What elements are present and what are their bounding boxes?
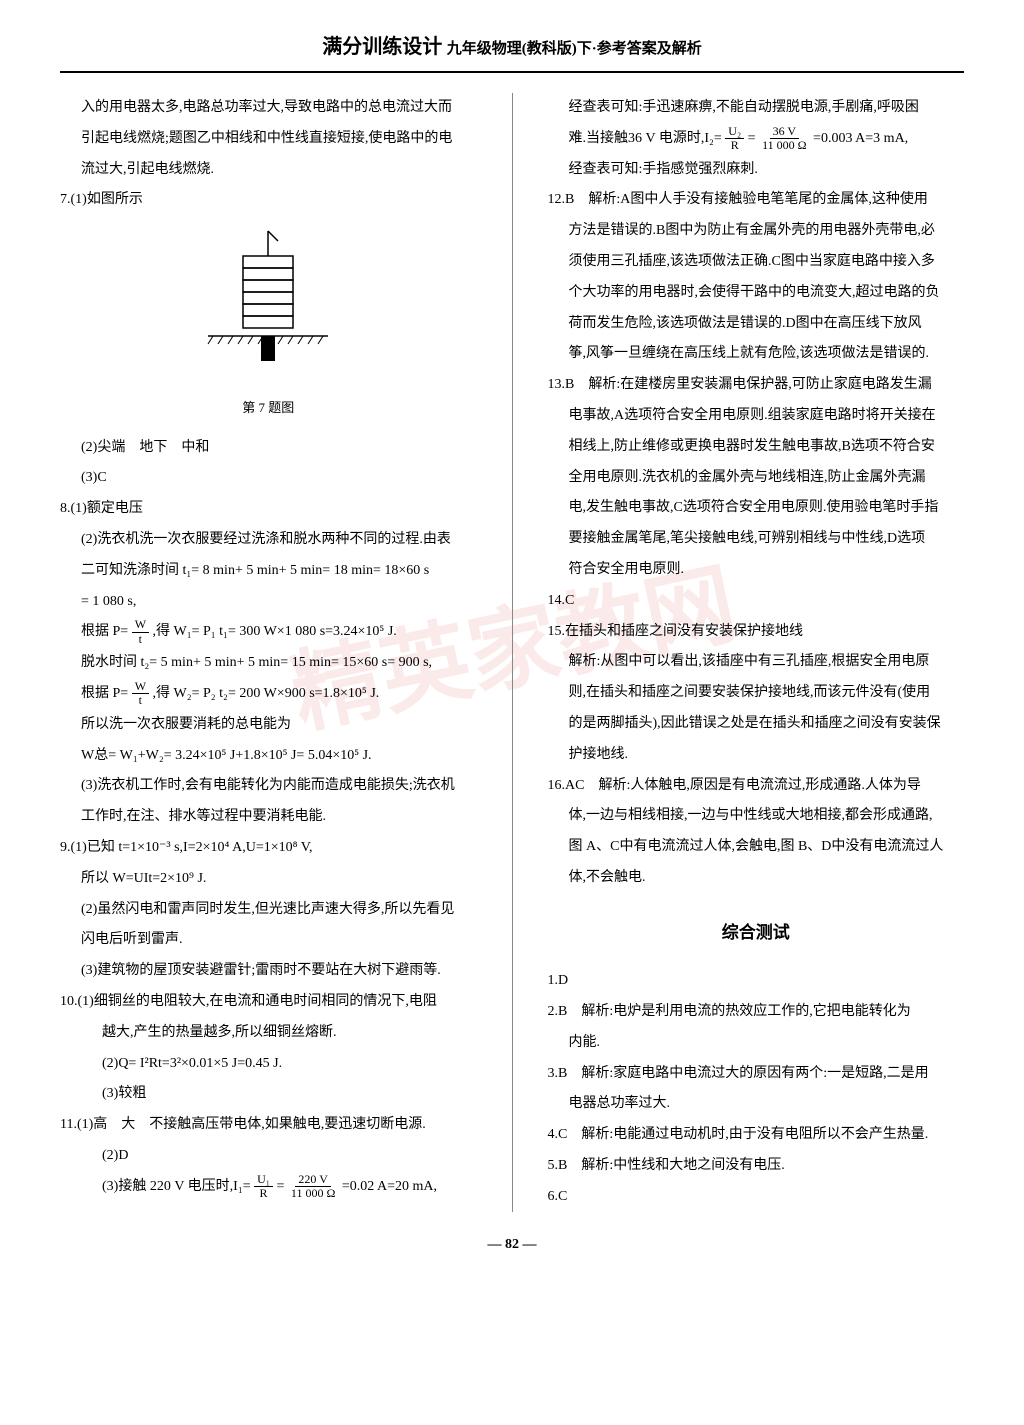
text-line: (2)虽然闪电和雷声同时发生,但光速比声速大得多,所以先看见 bbox=[81, 895, 477, 926]
text-line: 护接地线. bbox=[569, 740, 965, 771]
text-line: 入的用电器太多,电路总功率过大,导致电路中的总电流过大而 bbox=[81, 93, 477, 124]
text-line: = 1 080 s, bbox=[81, 587, 477, 618]
text-line: 解析:从图中可以看出,该插座中有三孔插座,根据安全用电原 bbox=[569, 647, 965, 678]
text-line: (2)D bbox=[102, 1141, 477, 1172]
fraction: U₁R bbox=[254, 1173, 273, 1200]
text-span: ,得 W₂= P₂ t₂= 200 W×900 s=1.8×10⁵ J. bbox=[153, 686, 380, 701]
formula-line: 根据 P= Wt ,得 W₁= P₁ t₁= 300 W×1 080 s=3.2… bbox=[81, 617, 477, 648]
figure-7: 第 7 题图 bbox=[60, 226, 477, 422]
text-line: 二可知洗涤时间 t₁= 8 min+ 5 min+ 5 min= 18 min=… bbox=[81, 556, 477, 587]
text-span: (3)接触 220 V 电压时,I₁= bbox=[102, 1179, 251, 1194]
text-span: =0.003 A=3 mA, bbox=[813, 131, 908, 146]
text-line: 的是两脚插头),因此错误之处是在插头和插座之间没有安装保 bbox=[569, 709, 965, 740]
text-line: 要接触金属笔尾,笔尖接触电线,可辨别相线与中性线,D选项 bbox=[569, 524, 965, 555]
text-span: =0.02 A=20 mA, bbox=[342, 1179, 437, 1194]
text-line: (2)洗衣机洗一次衣服要经过洗涤和脱水两种不同的过程.由表 bbox=[81, 525, 477, 556]
fraction: U₂R bbox=[725, 125, 744, 152]
text-line: 个大功率的用电器时,会使得干路中的电流变大,超过电路的负 bbox=[569, 278, 965, 309]
text-line: 电器总功率过大. bbox=[569, 1089, 965, 1120]
text-line: 经查表可知:手指感觉强烈麻刺. bbox=[569, 155, 965, 186]
text-span: 根据 P= bbox=[81, 624, 128, 639]
text-line: 则,在插头和插座之间要安装保护接地线,而该元件没有(使用 bbox=[569, 678, 965, 709]
text-line: (3)较粗 bbox=[102, 1079, 477, 1110]
section-title: 综合测试 bbox=[548, 914, 965, 951]
formula-line: 根据 P= Wt ,得 W₂= P₂ t₂= 200 W×900 s=1.8×1… bbox=[81, 679, 477, 710]
text-line: 图 A、C中有电流流过人体,会触电,图 B、D中没有电流流过人 bbox=[569, 832, 965, 863]
fraction: Wt bbox=[132, 680, 149, 707]
text-span: 难.当接触36 V 电源时,I₂= bbox=[569, 131, 722, 146]
text-line: 7.(1)如图所示 bbox=[60, 185, 477, 216]
page-header: 满分训练设计 九年级物理(教科版)下·参考答案及解析 bbox=[60, 30, 964, 73]
text-line: 内能. bbox=[569, 1028, 965, 1059]
text-line: (3)建筑物的屋顶安装避雷针;雷雨时不要站在大树下避雨等. bbox=[81, 956, 477, 987]
text-line: 流过大,引起电线燃烧. bbox=[81, 155, 477, 186]
text-line: 16.AC 解析:人体触电,原因是有电流流过,形成通路.人体为导 bbox=[548, 771, 965, 802]
text-line: 电事故,A选项符合安全用电原则.组装家庭电路时将开关接在 bbox=[569, 401, 965, 432]
text-line: 1.D bbox=[548, 966, 965, 997]
text-line: 3.B 解析:家庭电路中电流过大的原因有两个:一是短路,二是用 bbox=[548, 1059, 965, 1090]
text-line: 经查表可知:手迅速麻痹,不能自动摆脱电源,手剧痛,呼吸困 bbox=[569, 93, 965, 124]
content-columns: 入的用电器太多,电路总功率过大,导致电路中的总电流过大而 引起电线燃烧;题图乙中… bbox=[60, 93, 964, 1212]
text-span: 根据 P= bbox=[81, 686, 128, 701]
fraction: Wt bbox=[132, 618, 149, 645]
text-line: 方法是错误的.B图中为防止有金属外壳的用电器外壳带电,必 bbox=[569, 216, 965, 247]
text-line: 闪电后听到雷声. bbox=[81, 925, 477, 956]
text-line: 筝,风筝一旦缠绕在高压线上就有危险,该选项做法是错误的. bbox=[569, 339, 965, 370]
text-line: 11.(1)高 大 不接触高压带电体,如果触电,要迅速切断电源. bbox=[60, 1110, 477, 1141]
text-span: ,得 W₁= P₁ t₁= 300 W×1 080 s=3.24×10⁵ J. bbox=[153, 624, 397, 639]
text-line: 工作时,在注、排水等过程中要消耗电能. bbox=[81, 802, 477, 833]
text-line: (2)Q= I²Rt=3²×0.01×5 J=0.45 J. bbox=[102, 1049, 477, 1080]
text-line: 荷而发生危险,该选项做法是错误的.D图中在高压线下放风 bbox=[569, 309, 965, 340]
fraction: 36 V11 000 Ω bbox=[759, 125, 809, 152]
text-line: 5.B 解析:中性线和大地之间没有电压. bbox=[548, 1151, 965, 1182]
text-line: 引起电线燃烧;题图乙中相线和中性线直接短接,使电路中的电 bbox=[81, 124, 477, 155]
column-divider bbox=[512, 93, 513, 1212]
text-span: = bbox=[748, 131, 756, 146]
title-main: 满分训练设计 bbox=[322, 36, 442, 58]
building-icon bbox=[198, 226, 338, 376]
text-line: 14.C bbox=[548, 586, 965, 617]
text-line: 10.(1)细铜丝的电阻较大,在电流和通电时间相同的情况下,电阻 bbox=[60, 987, 477, 1018]
text-line: (3)洗衣机工作时,会有电能转化为内能而造成电能损失;洗衣机 bbox=[81, 771, 477, 802]
text-line: 13.B 解析:在建楼房里安装漏电保护器,可防止家庭电路发生漏 bbox=[548, 370, 965, 401]
text-line: 越大,产生的热量越多,所以细铜丝熔断. bbox=[102, 1018, 477, 1049]
page-number: — 82 — bbox=[60, 1237, 964, 1253]
text-line: 15.在插头和插座之间没有安装保护接地线 bbox=[548, 617, 965, 648]
text-line: (3)C bbox=[81, 463, 477, 494]
text-line: 电,发生触电事故,C选项符合安全用电原则.使用验电笔时手指 bbox=[569, 493, 965, 524]
text-line: 符合安全用电原则. bbox=[569, 555, 965, 586]
text-line: 8.(1)额定电压 bbox=[60, 494, 477, 525]
text-line: (2)尖端 地下 中和 bbox=[81, 433, 477, 464]
right-column: 经查表可知:手迅速麻痹,不能自动摆脱电源,手剧痛,呼吸困 难.当接触36 V 电… bbox=[548, 93, 965, 1212]
text-line: 体,一边与相线相接,一边与中性线或大地相接,都会形成通路, bbox=[569, 801, 965, 832]
text-line: 体,不会触电. bbox=[569, 863, 965, 894]
formula-line: (3)接触 220 V 电压时,I₁= U₁R = 220 V11 000 Ω … bbox=[102, 1172, 477, 1203]
text-line: 所以 W=UIt=2×10⁹ J. bbox=[81, 864, 477, 895]
text-line: 全用电原则.洗衣机的金属外壳与地线相连,防止金属外壳漏 bbox=[569, 463, 965, 494]
text-line: 9.(1)已知 t=1×10⁻³ s,I=2×10⁴ A,U=1×10⁸ V, bbox=[60, 833, 477, 864]
left-column: 入的用电器太多,电路总功率过大,导致电路中的总电流过大而 引起电线燃烧;题图乙中… bbox=[60, 93, 477, 1212]
title-sub: 九年级物理(教科版)下·参考答案及解析 bbox=[447, 41, 702, 57]
text-line: 12.B 解析:A图中人手没有接触验电笔笔尾的金属体,这种使用 bbox=[548, 185, 965, 216]
text-line: 相线上,防止维修或更换电器时发生触电事故,B选项不符合安 bbox=[569, 432, 965, 463]
text-span: = bbox=[276, 1179, 284, 1194]
formula-line: 难.当接触36 V 电源时,I₂= U₂R = 36 V11 000 Ω =0.… bbox=[569, 124, 965, 155]
figure-caption: 第 7 题图 bbox=[60, 394, 477, 423]
text-line: 2.B 解析:电炉是利用电流的热效应工作的,它把电能转化为 bbox=[548, 997, 965, 1028]
text-line: W总= W₁+W₂= 3.24×10⁵ J+1.8×10⁵ J= 5.04×10… bbox=[81, 741, 477, 772]
text-line: 须使用三孔插座,该选项做法正确.C图中当家庭电路中接入多 bbox=[569, 247, 965, 278]
text-line: 4.C 解析:电能通过电动机时,由于没有电阻所以不会产生热量. bbox=[548, 1120, 965, 1151]
text-line: 6.C bbox=[548, 1182, 965, 1213]
text-line: 所以洗一次衣服要消耗的总电能为 bbox=[81, 710, 477, 741]
text-line: 脱水时间 t₂= 5 min+ 5 min+ 5 min= 15 min= 15… bbox=[81, 648, 477, 679]
fraction: 220 V11 000 Ω bbox=[288, 1173, 338, 1200]
